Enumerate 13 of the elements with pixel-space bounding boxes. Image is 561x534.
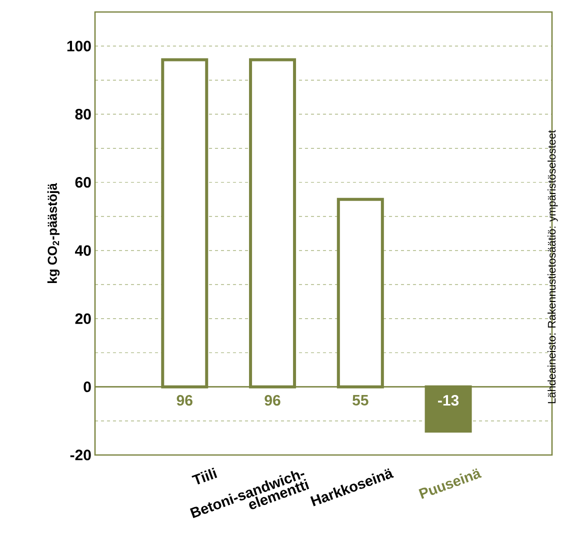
y-tick-label: 0: [84, 382, 91, 392]
y-tick-label: 80: [75, 108, 91, 120]
data-label: -13: [438, 395, 459, 406]
data-label: 55: [352, 395, 368, 406]
annotation: Lähdeaineisto: Rakennustietosäätiö: ympäristöselosteet: [548, 130, 558, 404]
y-tick-label: 100: [67, 40, 91, 52]
y-tick-label: 60: [75, 177, 91, 188]
y-tick-label: -20: [70, 450, 91, 460]
y-axis-title: kg CO$_{2}$-päästöjä: [47, 183, 60, 284]
y-tick-label: 20: [75, 313, 91, 324]
data-label: 96: [264, 395, 280, 406]
y-tick-label: 40: [75, 245, 91, 256]
data-label: 96: [176, 395, 192, 406]
